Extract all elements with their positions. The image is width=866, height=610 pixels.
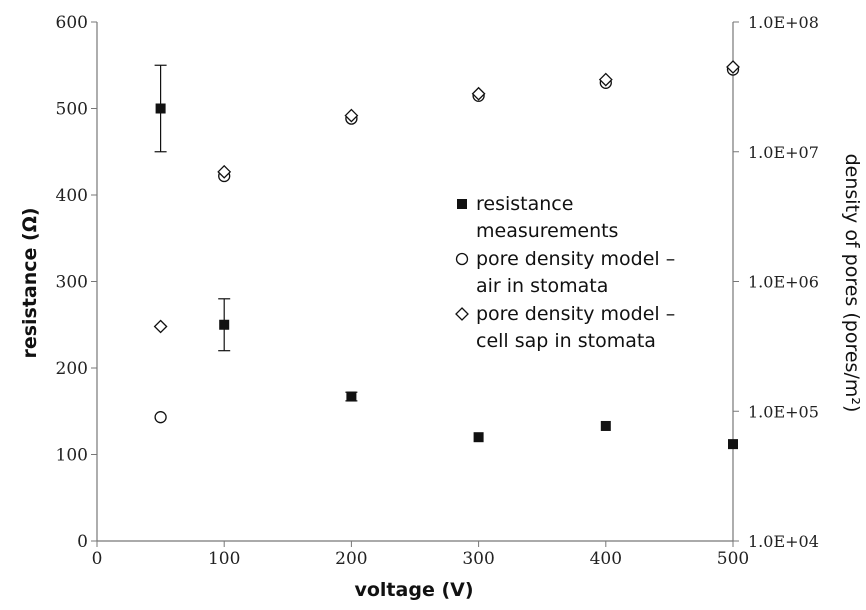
x-tick-label: 200 xyxy=(335,549,367,569)
data-point-diamond xyxy=(217,164,232,179)
legend-label: pore density model – xyxy=(476,248,675,270)
y-tick-label: 100 xyxy=(56,446,88,466)
legend-label: measurements xyxy=(476,220,618,242)
legend-marker-circle xyxy=(455,252,469,266)
legend-label: cell sap in stomata xyxy=(476,330,656,352)
x-tick-label: 100 xyxy=(208,549,240,569)
data-marks xyxy=(153,60,740,450)
y-tick-label: 0 xyxy=(77,532,88,552)
y-tick-label: 400 xyxy=(56,186,88,206)
data-point-square xyxy=(728,439,738,450)
y2-tick-label: 1.0E+04 xyxy=(748,532,819,551)
legend-label: pore density model – xyxy=(476,303,675,325)
data-point-diamond xyxy=(726,60,740,74)
data-point-square xyxy=(473,432,484,443)
data-point-square xyxy=(219,319,230,330)
data-point-diamond xyxy=(153,319,168,334)
y2-tick-label: 1.0E+08 xyxy=(748,13,819,32)
x-axis-title: voltage (V) xyxy=(354,579,473,601)
y2-tick-label: 1.0E+06 xyxy=(748,273,819,292)
y-tick-label: 300 xyxy=(56,273,88,293)
legend-marker-diamond xyxy=(455,307,469,321)
data-point-diamond xyxy=(471,86,486,101)
x-tick-label: 300 xyxy=(462,549,494,569)
legend-label: resistance xyxy=(476,193,573,215)
data-point-diamond xyxy=(598,72,613,87)
data-point-diamond xyxy=(344,108,359,123)
data-point-circle xyxy=(154,411,167,424)
data-point-square xyxy=(346,391,357,402)
legend-marker-square xyxy=(457,199,467,209)
data-point-square xyxy=(600,420,611,431)
legend: resistance measurements pore density model… xyxy=(455,193,675,352)
data-point-square xyxy=(155,103,166,114)
axes: 0 100 200 300 400 500 0 100 200 300 400 500 600 1.0E+… xyxy=(56,13,819,569)
y-tick-label: 500 xyxy=(56,100,88,120)
x-tick-label: 500 xyxy=(717,549,749,569)
y2-tick-label: 1.0E+07 xyxy=(748,143,819,162)
y2-axis-title: density of pores (pores/m²) xyxy=(841,154,863,413)
y-axis-title: resistance (Ω) xyxy=(19,207,41,358)
x-tick-label: 0 xyxy=(92,549,103,569)
y2-tick-label: 1.0E+05 xyxy=(748,402,819,421)
y-tick-label: 600 xyxy=(56,13,88,33)
y-tick-label: 200 xyxy=(56,359,88,379)
legend-label: air in stomata xyxy=(476,275,608,297)
x-tick-label: 400 xyxy=(590,549,622,569)
